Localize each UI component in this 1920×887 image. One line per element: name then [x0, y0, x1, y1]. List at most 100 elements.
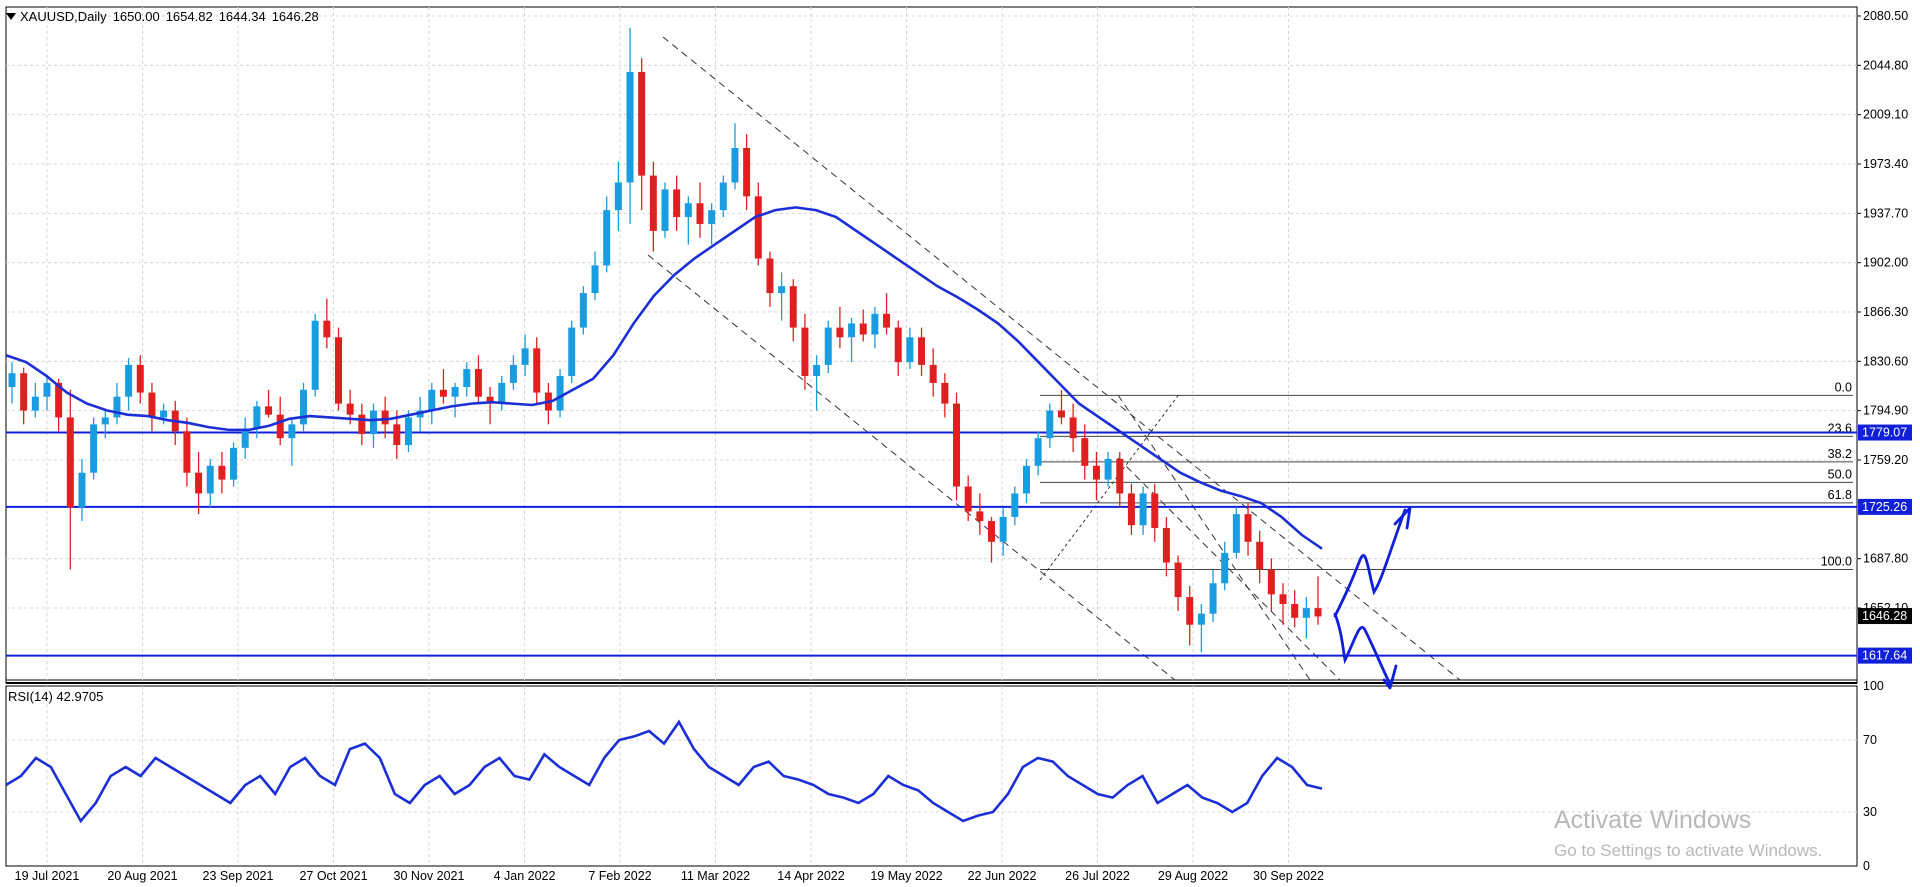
- candle-body: [241, 428, 249, 448]
- candle-body: [218, 465, 226, 480]
- candle-body: [498, 382, 506, 404]
- candle-body: [1209, 583, 1217, 614]
- trend-channel-lines[interactable]: [647, 36, 1461, 681]
- price-tag-label: 1725.26: [1862, 500, 1907, 514]
- chart-grid: [6, 7, 1857, 866]
- candle-body: [451, 387, 459, 397]
- candle-body: [1151, 493, 1159, 528]
- time-axis-label: 11 Mar 2022: [681, 869, 750, 883]
- candle-body: [78, 472, 86, 508]
- collapse-triangle-icon[interactable]: [6, 13, 16, 20]
- time-axis-label: 29 Aug 2022: [1158, 869, 1228, 883]
- candle-body: [918, 337, 926, 365]
- channel-line: [662, 36, 1461, 681]
- candle-body: [1256, 541, 1264, 570]
- candle-body: [265, 406, 273, 415]
- candle-body: [101, 417, 109, 425]
- time-axis-label: 26 Jul 2022: [1065, 869, 1130, 883]
- candle-body: [778, 286, 786, 294]
- candle-body: [43, 382, 51, 397]
- fib-level-label: 0.0: [1835, 380, 1852, 394]
- candle-body: [1232, 514, 1240, 553]
- symbol-label: XAUUSD,Daily: [20, 9, 107, 24]
- candle-body: [801, 327, 809, 376]
- candle-body: [568, 327, 576, 376]
- candle-body: [1057, 410, 1065, 418]
- price-axis-label: 1902.00: [1863, 256, 1908, 270]
- moving-average-path: [5, 206, 1323, 550]
- candle-body: [1302, 608, 1310, 618]
- candle-body: [894, 327, 902, 363]
- candle-body: [195, 472, 203, 494]
- candle-body: [603, 210, 611, 266]
- candle-body: [230, 447, 238, 480]
- time-axis-label: 30 Sep 2022: [1253, 869, 1324, 883]
- candle-body: [335, 337, 342, 404]
- candle-body: [1279, 594, 1287, 604]
- time-axis-label: 19 Jul 2021: [15, 869, 80, 883]
- projection-arrows[interactable]: [1333, 506, 1412, 690]
- candle-body: [964, 486, 972, 512]
- watermark-subtitle: Go to Settings to activate Windows.: [1554, 841, 1823, 860]
- candle-body: [288, 424, 296, 439]
- candle-body: [8, 373, 16, 388]
- price-tag-label: 1779.07: [1862, 426, 1907, 440]
- time-axis-label: 14 Apr 2022: [777, 869, 844, 883]
- candle-body: [1034, 438, 1042, 466]
- candle-body: [789, 286, 797, 328]
- candle-body: [673, 189, 681, 218]
- candle-body: [439, 389, 447, 397]
- candle-body: [591, 265, 599, 294]
- candle-body: [1139, 493, 1147, 526]
- candle-body: [836, 327, 844, 338]
- rsi-axis: 100 70 30 0: [1863, 679, 1884, 873]
- candle-body: [1221, 552, 1229, 584]
- rsi-axis-label: 100: [1863, 679, 1884, 693]
- candle-body: [684, 203, 692, 218]
- channel-line: [647, 254, 1176, 681]
- chart-title-bar[interactable]: XAUUSD,Daily 1650.00 1654.82 1644.34 1646.28: [6, 9, 325, 24]
- price-axis-label: 1973.40: [1863, 157, 1908, 171]
- candle-body: [883, 313, 891, 328]
- candle-body: [521, 348, 529, 365]
- candle-body: [125, 364, 133, 397]
- candle-body: [1069, 417, 1077, 439]
- candle-body: [381, 410, 389, 425]
- price-tags: 1646.28 1779.07 1725.26 1617.64: [1858, 424, 1912, 664]
- candle-body: [813, 364, 821, 376]
- down-arrow-head: [1382, 664, 1398, 690]
- candle-body: [463, 369, 471, 388]
- pane-frames: [5, 6, 1858, 867]
- candle-body: [1081, 438, 1089, 466]
- candle-body: [731, 147, 739, 183]
- rsi-axis-label: 0: [1863, 859, 1870, 873]
- up-arrow-path: [1333, 508, 1407, 618]
- time-axis-label: 30 Nov 2021: [394, 869, 465, 883]
- candle-body: [976, 511, 984, 522]
- candle-body: [90, 424, 98, 473]
- candle-body: [1186, 597, 1194, 625]
- candle-body: [1314, 608, 1322, 617]
- candle-body: [766, 258, 774, 294]
- price-axis-label: 1687.80: [1863, 552, 1908, 566]
- candle-body: [311, 320, 319, 390]
- candle-body: [1092, 465, 1100, 480]
- candle-body: [148, 392, 156, 418]
- fib-level-label: 61.8: [1828, 488, 1852, 502]
- candle-body: [661, 189, 669, 231]
- candle-body: [55, 382, 63, 418]
- channel-line: [1117, 394, 1311, 681]
- candle-body: [1197, 613, 1205, 625]
- candle-body: [754, 196, 762, 259]
- time-axis: 19 Jul 2021 20 Aug 2021 23 Sep 2021 27 Oct …: [15, 869, 1324, 883]
- candle-body: [31, 396, 39, 411]
- horizontal-levels[interactable]: [6, 431, 1857, 657]
- candle-body: [1104, 458, 1112, 480]
- candle-body: [859, 323, 867, 335]
- candle-body: [1127, 493, 1135, 526]
- price-axis: 2080.50 2044.80 2009.10 1973.40 1937.70 1902.…: [1857, 9, 1908, 615]
- candle-body: [1267, 569, 1275, 595]
- candle-body: [160, 410, 168, 418]
